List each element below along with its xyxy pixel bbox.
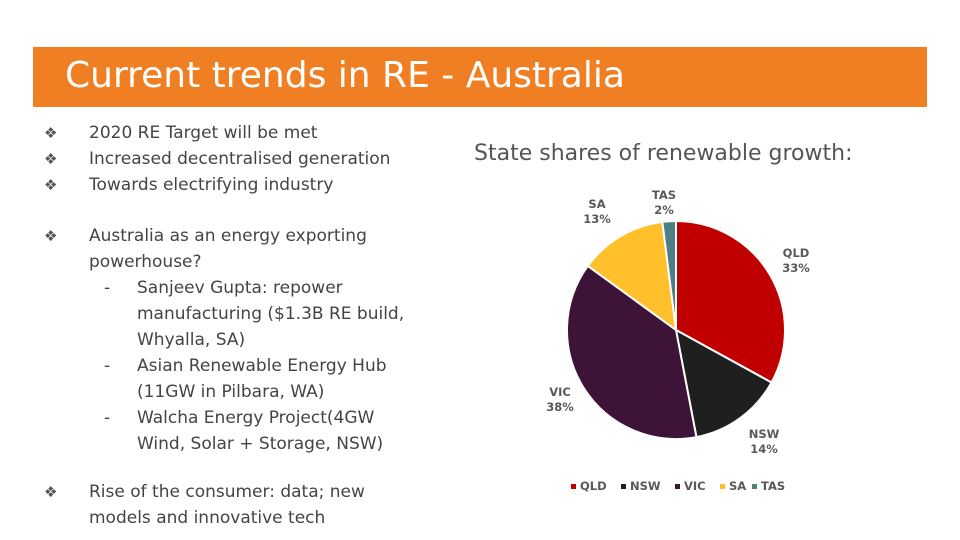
chart-title: State shares of renewable growth: [474,141,853,166]
sub-bullet-text-continued: Whyalla, SA) [137,330,246,350]
legend-label: VIC [684,479,706,493]
pie-slice-tas [661,219,677,331]
sub-bullet-text: Asian Renewable Energy Hub [137,356,387,376]
pie-label-value: 14% [750,442,778,456]
diamond-bullet-icon: ❖ [44,150,58,168]
pie-label-value: 38% [546,400,574,414]
pie-label-category: SA [588,197,605,211]
legend-swatch [621,484,626,489]
bullet-text: 2020 RE Target will be met [89,123,318,143]
diamond-bullet-icon: ❖ [44,176,58,194]
slide-title: Current trends in RE - Australia [65,55,625,96]
pie-slice-sa [586,220,678,333]
diamond-bullet-icon: ❖ [44,227,58,245]
diamond-bullet-icon: ❖ [44,124,58,142]
pie-label-value: 33% [782,261,810,275]
pie-label-value: 13% [583,212,611,226]
bullet-item: ❖ 2020 RE Target will be met [44,120,444,146]
pie-slices [566,219,786,440]
sub-bullet-text-continued: manufacturing ($1.3B RE build, [137,304,405,324]
bullet-text: Rise of the consumer: data; new [89,482,365,502]
dash-bullet: - [104,278,111,298]
pie-label-category: QLD [783,246,810,260]
sub-bullet-text-continued: (11GW in Pilbara, WA) [137,382,325,402]
title-bar: Current trends in RE - Australia [33,47,927,107]
dash-bullet: - [104,408,111,428]
dash-bullet: - [104,356,111,376]
legend-label: TAS [761,479,785,493]
legend-swatch [752,484,757,489]
bullet-text: Increased decentralised generation [89,149,391,169]
pie-slice-nsw [674,328,773,439]
bullet-text: Australia as an energy exporting [89,226,367,246]
bullet-text: Towards electrifying industry [89,175,334,195]
bullet-item-exporting: ❖ Australia as an energy exporting power… [44,223,444,275]
bullet-text-continued: powerhouse? [89,252,202,272]
legend-swatch [571,484,576,489]
bullet-item: ❖ Increased decentralised generation [44,146,444,172]
pie-label-category: VIC [549,385,571,399]
bullet-item-consumer: ❖ Rise of the consumer: data; new models… [44,479,444,531]
sub-bullet-text: Sanjeev Gupta: repower [137,278,343,298]
legend-label: SA [729,479,746,493]
sub-bullet-item: - Sanjeev Gupta: repower manufacturing (… [44,275,444,353]
pie-slice-vic [566,264,698,440]
diamond-bullet-icon: ❖ [44,483,58,501]
legend-label: NSW [630,479,661,493]
legend-swatch [675,484,680,489]
bullet-item: ❖ Towards electrifying industry [44,172,444,198]
legend-swatch [720,484,725,489]
pie-label-category: TAS [652,188,676,202]
pie-label-category: NSW [749,427,780,441]
sub-bullet-item: - Asian Renewable Energy Hub (11GW in Pi… [44,353,444,405]
pie-slice-qld [675,219,786,384]
legend-label: QLD [580,479,607,493]
sub-bullet-item: - Walcha Energy Project(4GW Wind, Solar … [44,405,444,457]
chart-legend: QLD NSW VIC SA TAS [571,479,785,493]
bullet-text-continued: models and innovative tech [89,508,326,528]
bullet-list: ❖ 2020 RE Target will be met ❖ Increased… [44,120,444,531]
pie-label-value: 2% [654,203,674,217]
sub-bullet-text-continued: Wind, Solar + Storage, NSW) [137,434,384,454]
sub-bullet-text: Walcha Energy Project(4GW [137,408,375,428]
